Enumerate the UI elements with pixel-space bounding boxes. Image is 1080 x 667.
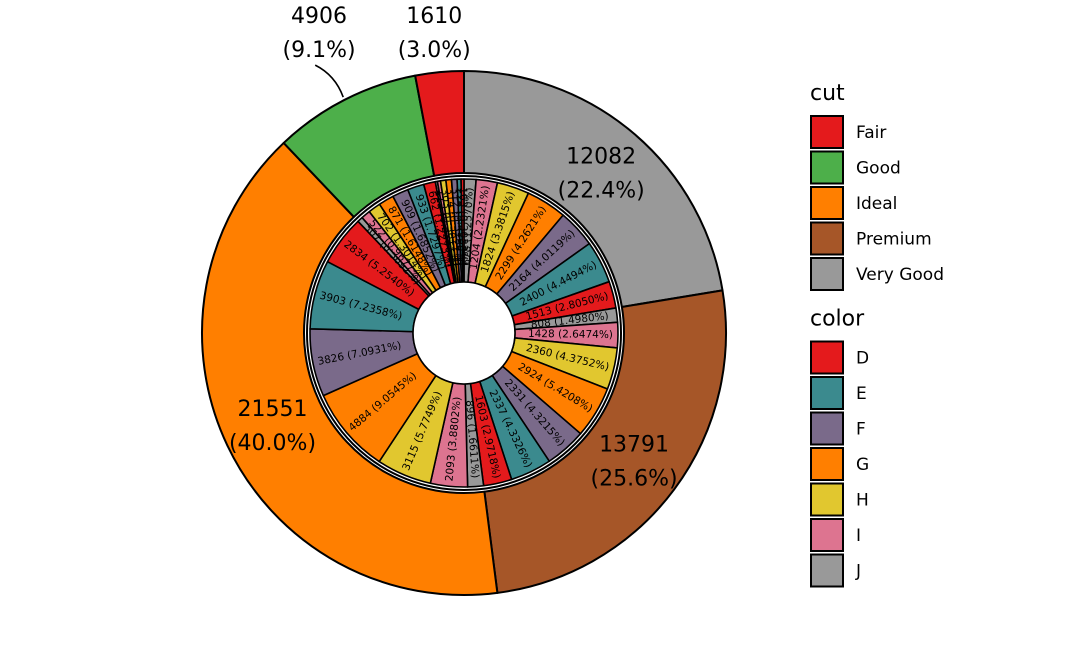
- outer-label-very-good-percent: (22.4%): [558, 178, 645, 203]
- legend-swatch-cut-fair: [810, 115, 844, 149]
- legend-swatch-color-g: [810, 447, 844, 481]
- legend-label-cut-good: Good: [856, 159, 901, 179]
- legend-swatch-color-e: [810, 376, 844, 410]
- donut-hole: [412, 281, 516, 385]
- outer-label-good-percent: (9.1%): [283, 38, 356, 63]
- legend-swatch-color-j: [810, 553, 844, 588]
- legend-label-color-e: E: [856, 384, 867, 404]
- legend: cut Fair Good Ideal Premium Very Good color DEF…: [810, 81, 944, 588]
- legend-swatch-color-h: [810, 482, 844, 517]
- outer-label-ideal-value: 21551: [238, 397, 308, 422]
- outer-ring-labels: 12082 (22.4%) 13791 (25.6%) 21551 (40.0%) 4906…: [229, 4, 678, 492]
- outer-ring-cut: [201, 70, 727, 596]
- legend-label-cut-ideal: Ideal: [856, 194, 897, 214]
- leader-line-good: [314, 64, 344, 98]
- legend-swatch-color-d: [810, 340, 844, 375]
- legend-title-color: color: [810, 307, 865, 332]
- legend-label-color-j: J: [855, 562, 861, 582]
- outer-slice-very-good: [463, 70, 724, 308]
- outer-label-ideal-percent: (40.0%): [229, 431, 316, 456]
- outer-slice-premium: [483, 289, 727, 594]
- outer-label-very-good-value: 12082: [566, 144, 636, 169]
- legend-label-color-d: D: [856, 349, 869, 369]
- outer-label-good-value: 4906: [291, 4, 347, 29]
- legend-swatch-color-f: [810, 411, 844, 446]
- outer-slice-fair: [414, 70, 465, 177]
- legend-label-color-f: F: [856, 420, 866, 440]
- legend-swatch-cut-premium: [810, 221, 844, 256]
- outer-label-premium-percent: (25.6%): [591, 467, 678, 492]
- legend-swatch-cut-ideal: [810, 186, 844, 220]
- legend-label-color-i: I: [856, 526, 861, 546]
- legend-label-cut-premium: Premium: [856, 230, 932, 250]
- legend-label-color-h: H: [856, 491, 869, 511]
- legend-title-cut: cut: [810, 81, 845, 106]
- ring-separator: [306, 175, 622, 491]
- outer-slice-ideal: [201, 141, 499, 596]
- outer-label-fair-percent: (3.0%): [398, 38, 471, 63]
- inner-label-fair-d: 163 (0.3022%): [457, 187, 470, 265]
- inner-label-premium-i: 1428 (2.6474%): [528, 328, 613, 341]
- legend-swatch-cut-good: [810, 150, 844, 185]
- inner-ring-color: 678 (1.2570%)1204 (2.2321%)1824 (3.3815%…: [309, 178, 619, 488]
- legend-label-cut-very-good: Very Good: [856, 265, 944, 285]
- legend-label-cut-fair: Fair: [856, 123, 886, 143]
- legend-label-color-g: G: [856, 455, 869, 475]
- outer-label-premium-value: 13791: [599, 433, 669, 458]
- legend-swatch-cut-very-good: [810, 257, 844, 291]
- legend-swatch-color-i: [810, 518, 844, 552]
- outer-label-fair-value: 1610: [406, 4, 462, 29]
